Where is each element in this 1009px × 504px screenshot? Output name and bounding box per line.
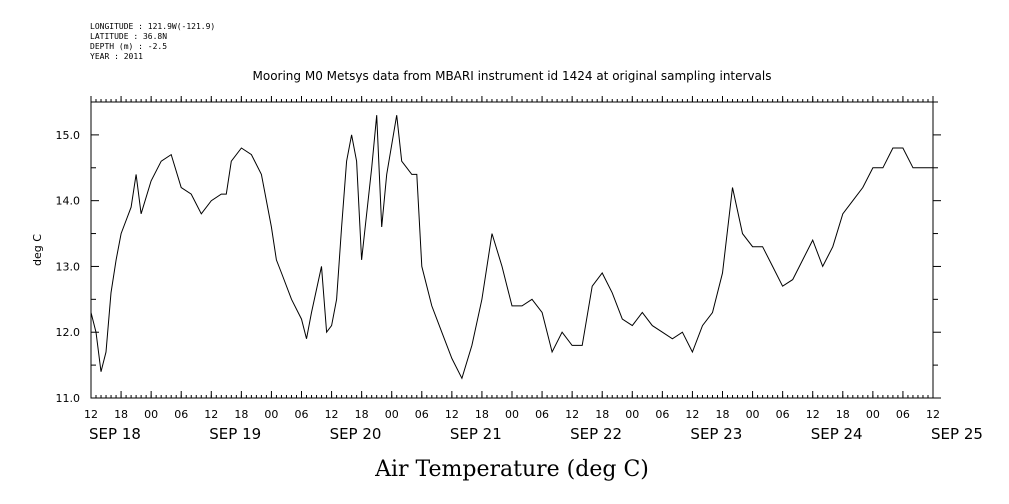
x-tick-label: 06	[655, 408, 669, 421]
x-tick-label: 00	[866, 408, 880, 421]
x-tick-label: 18	[836, 408, 850, 421]
x-day-label: SEP 21	[450, 425, 502, 443]
x-tick-label: 00	[385, 408, 399, 421]
x-tick-label: 06	[295, 408, 309, 421]
x-tick-label: 06	[896, 408, 910, 421]
y-tick-label: 11.0	[56, 392, 81, 405]
x-tick-label: 06	[776, 408, 790, 421]
x-axis-label: Air Temperature (deg C)	[374, 457, 649, 482]
x-tick-label: 12	[806, 408, 820, 421]
y-tick-label: 12.0	[56, 326, 81, 339]
x-tick-label: 12	[325, 408, 339, 421]
metadata-block: LONGITUDE : 121.9W(-121.9) LATITUDE : 36…	[90, 22, 215, 62]
x-tick-label: 00	[505, 408, 519, 421]
x-tick-label: 12	[685, 408, 699, 421]
y-tick-label: 13.0	[56, 260, 81, 273]
x-day-label: SEP 18	[89, 425, 141, 443]
x-tick-label: 18	[595, 408, 609, 421]
chart-title: Mooring M0 Metsys data from MBARI instru…	[253, 69, 772, 83]
air-temperature-line	[90, 115, 933, 380]
depth-text: DEPTH (m) : -2.5	[90, 42, 168, 51]
y-tick-label: 14.0	[56, 195, 81, 208]
x-tick-label: 12	[926, 408, 940, 421]
x-tick-label: 18	[475, 408, 489, 421]
x-tick-label: 00	[746, 408, 760, 421]
longitude-text: LONGITUDE : 121.9W(-121.9)	[90, 22, 216, 31]
x-tick-label: 18	[234, 408, 248, 421]
y-tick-label: 15.0	[56, 129, 81, 142]
year-text: YEAR : 2011	[90, 52, 143, 61]
x-day-label: SEP 19	[209, 425, 261, 443]
x-tick-label: 00	[144, 408, 158, 421]
x-day-label: SEP 25	[931, 425, 983, 443]
x-tick-label: 12	[565, 408, 579, 421]
latitude-text: LATITUDE : 36.8N	[90, 32, 168, 41]
x-tick-label: 18	[114, 408, 128, 421]
x-tick-label: 00	[264, 408, 278, 421]
x-tick-label: 06	[415, 408, 429, 421]
x-day-label: SEP 23	[690, 425, 742, 443]
x-tick-label: 12	[84, 408, 98, 421]
y-axis-label: deg C	[31, 234, 44, 266]
x-tick-label: 00	[625, 408, 639, 421]
x-tick-label: 06	[535, 408, 549, 421]
x-tick-label: 06	[174, 408, 188, 421]
x-day-label: SEP 24	[811, 425, 863, 443]
x-day-label: SEP 20	[330, 425, 382, 443]
plot-frame	[90, 101, 934, 399]
x-day-label: SEP 22	[570, 425, 622, 443]
x-tick-label: 12	[204, 408, 218, 421]
x-tick-label: 12	[445, 408, 459, 421]
x-tick-label: 18	[355, 408, 369, 421]
x-tick-label: 18	[716, 408, 730, 421]
axes-group: 12 18 00 06 12 18 00 06 12 18 00 06 12 18 00 06 12 18 00 06…	[56, 96, 983, 443]
